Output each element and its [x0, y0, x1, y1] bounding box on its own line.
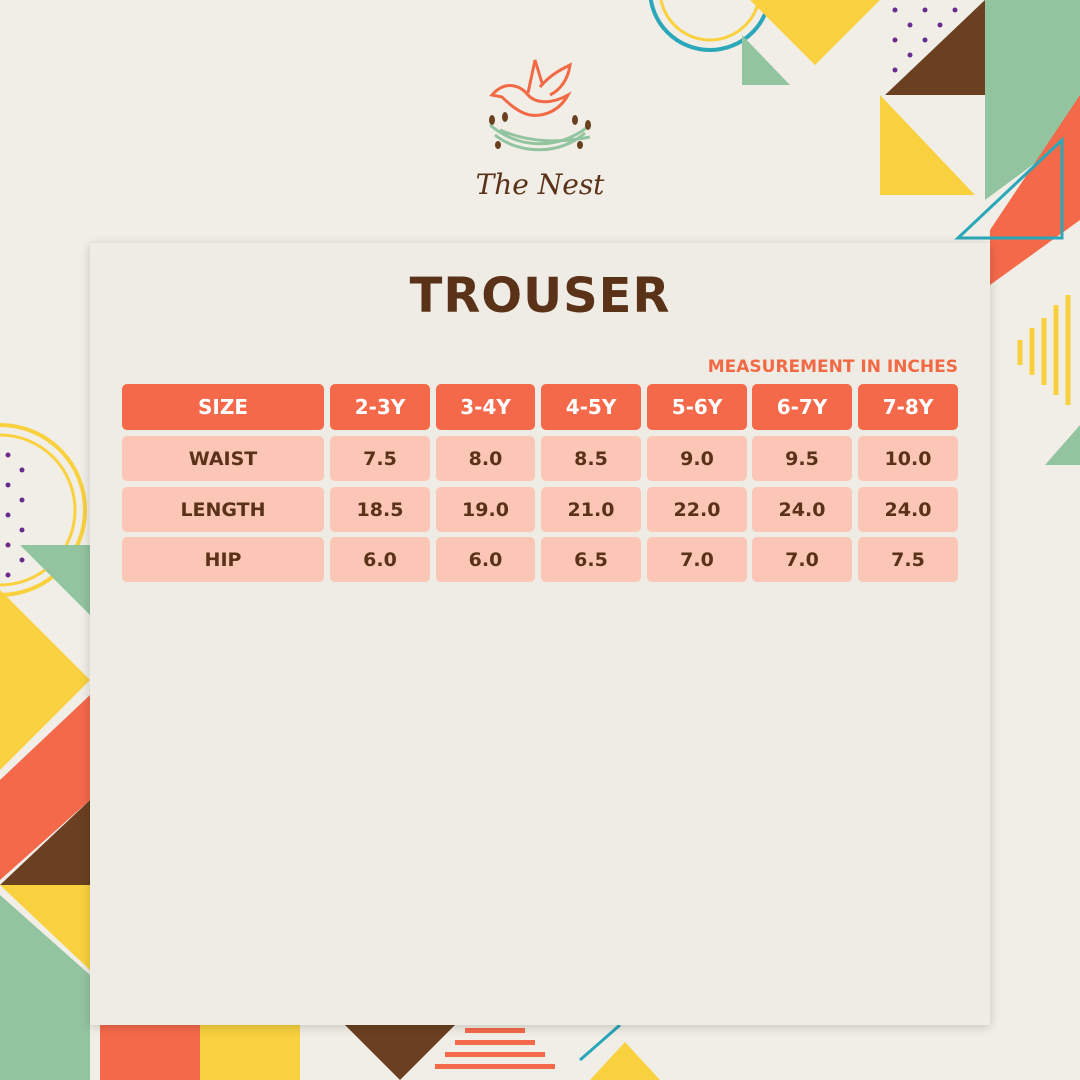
- row-label-cell: LENGTH: [122, 487, 324, 532]
- table-header-cell: SIZE: [122, 384, 324, 430]
- table-cell: 24.0: [858, 487, 958, 532]
- table-cell: 7.0: [647, 537, 747, 582]
- brand-logo: [489, 59, 591, 152]
- row-label-cell: HIP: [122, 537, 324, 582]
- measurement-unit-note: MEASUREMENT IN INCHES: [707, 357, 958, 377]
- table-header-cell: 3-4Y: [436, 384, 535, 430]
- table-cell: 6.5: [541, 537, 641, 582]
- table-cell: 8.5: [541, 436, 641, 481]
- table-cell: 19.0: [436, 487, 535, 532]
- table-cell: 21.0: [541, 487, 641, 532]
- table-header-cell: 5-6Y: [647, 384, 747, 430]
- row-label-cell: WAIST: [122, 436, 324, 481]
- brand-name: The Nest: [475, 168, 605, 201]
- table-cell: 7.5: [858, 537, 958, 582]
- table-cell: 8.0: [436, 436, 535, 481]
- table-cell: 7.0: [752, 537, 852, 582]
- table-cell: 22.0: [647, 487, 747, 532]
- table-cell: 9.5: [752, 436, 852, 481]
- table-cell: 7.5: [330, 436, 430, 481]
- page-title: TROUSER: [409, 268, 671, 324]
- table-header-cell: 6-7Y: [752, 384, 852, 430]
- table-header-cell: 4-5Y: [541, 384, 641, 430]
- table-cell: 6.0: [436, 537, 535, 582]
- size-chart-card: [90, 243, 990, 1025]
- table-cell: 10.0: [858, 436, 958, 481]
- table-header-cell: 2-3Y: [330, 384, 430, 430]
- table-cell: 24.0: [752, 487, 852, 532]
- table-cell: 18.5: [330, 487, 430, 532]
- table-cell: 9.0: [647, 436, 747, 481]
- table-header-cell: 7-8Y: [858, 384, 958, 430]
- table-cell: 6.0: [330, 537, 430, 582]
